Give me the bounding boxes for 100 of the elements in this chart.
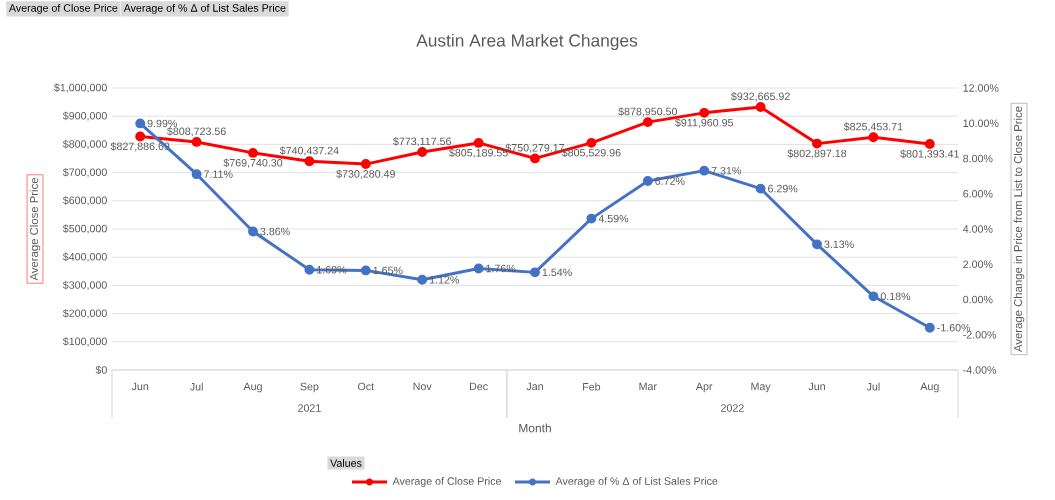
point	[135, 118, 146, 129]
text: Average of % Δ of List Sales Price	[123, 3, 286, 14]
point	[417, 147, 428, 157]
x-tick-label: May	[751, 382, 771, 393]
y-tick-label: $0	[95, 365, 107, 375]
data-label: $740,437.24	[279, 146, 339, 156]
data-label: $730,280.49	[336, 169, 395, 179]
y2-tick-label: 0.00%	[963, 295, 993, 304]
data-label: 7.11%	[204, 170, 233, 178]
data-label: 3.86%	[260, 227, 290, 236]
point	[812, 239, 822, 250]
y2-tick-label: 6.00%	[963, 189, 993, 198]
data-label: 1.76%	[486, 264, 516, 273]
point	[473, 138, 484, 148]
legend-label: Average of % Δ of List Sales Price	[555, 477, 718, 487]
point	[135, 131, 146, 142]
data-label: 1.54%	[542, 268, 572, 277]
x-tick-label: Aug	[920, 382, 939, 393]
y2-tick-label: 2.00%	[963, 260, 993, 269]
point	[868, 291, 879, 302]
x-tick-label: Jun	[808, 382, 825, 391]
x-tick-label: Mar	[639, 382, 657, 391]
point	[924, 139, 935, 149]
y2-tick-label: 10.00%	[963, 119, 999, 128]
text: Average of Close Price	[8, 3, 118, 14]
x-tick-label: Dec	[470, 382, 488, 391]
y-tick-label: $500,000	[62, 224, 107, 234]
x-tick-label: Oct	[358, 382, 375, 391]
text: 2022	[721, 404, 744, 412]
y-axis-title: Average Close Price	[29, 177, 41, 281]
text: 2021	[298, 404, 321, 412]
point	[812, 138, 822, 149]
data-label: 4.59%	[598, 214, 629, 223]
y-tick-label: $1,000,000	[54, 83, 107, 93]
point	[755, 183, 766, 194]
y2-tick-label: -2.00%	[963, 330, 997, 339]
x-tick-label: Sep	[300, 382, 319, 393]
y-tick-label: $600,000	[62, 196, 107, 206]
x-tick-label: Nov	[413, 382, 432, 391]
point	[248, 226, 258, 237]
point	[642, 117, 653, 128]
data-label: 6.29%	[768, 184, 798, 193]
data-label: $769,740.30	[223, 158, 283, 168]
point	[868, 132, 879, 143]
data-label: $878,950.50	[618, 107, 678, 117]
y-tick-label: $100,000	[62, 337, 107, 347]
data-label: 3.13%	[824, 240, 854, 249]
x-tick-label: Jul	[189, 382, 203, 391]
data-label: $805,189.55	[449, 148, 508, 158]
x-tick-label: Apr	[695, 382, 713, 393]
point	[304, 156, 315, 167]
point	[191, 169, 202, 180]
point	[924, 322, 935, 333]
point	[586, 213, 597, 224]
point	[530, 267, 540, 278]
y2-tick-label: 12.00%	[963, 84, 999, 92]
data-label: 1.12%	[429, 276, 459, 284]
point	[360, 265, 371, 276]
point	[586, 137, 597, 148]
point	[304, 264, 315, 275]
y-tick-label: $400,000	[62, 252, 107, 262]
data-label: 1.65%	[373, 266, 403, 275]
data-label: 0.18%	[880, 292, 911, 301]
data-label: $773,117.56	[393, 137, 451, 147]
x-axis-title: Month	[519, 423, 551, 433]
y-tick-label: $900,000	[62, 111, 107, 121]
y2-tick-label: -4.00%	[963, 366, 997, 374]
point	[530, 153, 540, 164]
chart-title: Austin Area Market Changes	[416, 33, 638, 51]
point	[248, 147, 258, 158]
data-label: $808,723.56	[167, 127, 226, 137]
y2-tick-label: 4.00%	[962, 225, 993, 233]
x-tick-label: Feb	[583, 382, 601, 391]
legend-label: Average of Close Price	[392, 477, 502, 487]
point	[360, 159, 371, 169]
point	[417, 274, 428, 285]
data-label: $825,453.71	[843, 122, 903, 132]
x-tick-label: Jun	[131, 382, 149, 391]
data-label: $911,960.95	[675, 118, 734, 128]
point	[473, 263, 484, 274]
point	[642, 176, 653, 186]
data-label: $932,665.92	[731, 92, 790, 102]
y-tick-label: $700,000	[62, 167, 107, 178]
x-tick-label: Aug	[243, 382, 262, 393]
y-tick-label: $200,000	[62, 308, 107, 319]
y-tick-label: $300,000	[62, 280, 107, 291]
data-label: 6.72%	[655, 177, 685, 185]
y2-tick-label: 8.00%	[963, 154, 993, 163]
data-label: -1.60%	[937, 323, 971, 332]
x-tick-label: Jan	[526, 382, 543, 391]
data-label: $802,897.18	[787, 149, 847, 159]
data-label: 7.31%	[711, 166, 741, 175]
point	[191, 137, 202, 147]
y-tick-label: $800,000	[62, 139, 107, 150]
x-tick-label: Jul	[866, 382, 880, 391]
point	[699, 165, 710, 176]
point	[755, 102, 766, 112]
data-label: 9.99%	[147, 119, 177, 128]
legend-title: Values	[330, 459, 362, 467]
point	[699, 107, 710, 118]
